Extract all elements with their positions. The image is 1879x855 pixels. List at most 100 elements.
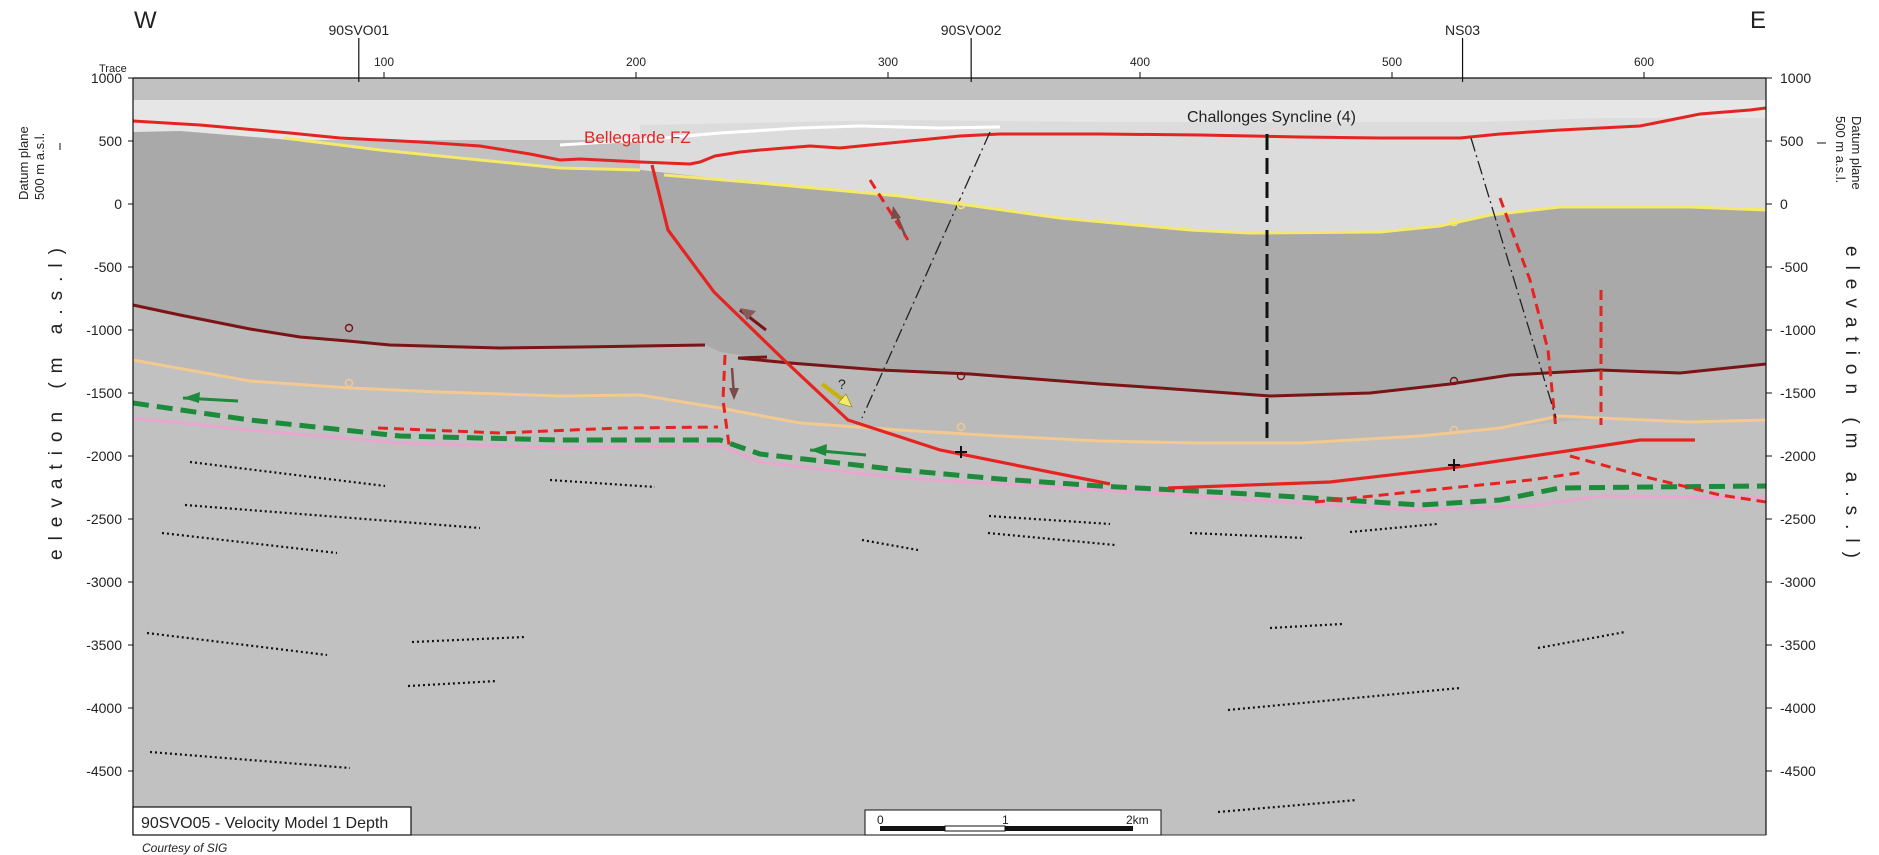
bellegarde-fault xyxy=(650,164,1111,486)
reflector-line xyxy=(149,750,351,770)
horizon-green xyxy=(132,400,1767,508)
arrow-icon xyxy=(729,388,739,400)
detachment-fault xyxy=(1167,438,1695,490)
marker-circle xyxy=(956,422,966,432)
reflector-line xyxy=(1227,686,1461,712)
depth-tick-label-right: 0 xyxy=(1780,196,1788,212)
scale-bar-segment xyxy=(944,825,1006,832)
arrow-icon xyxy=(810,444,827,456)
question-mark: ? xyxy=(838,376,846,392)
east-label: E xyxy=(1750,7,1766,34)
marker-circle xyxy=(956,200,966,210)
depth-tick-label-right: 500 xyxy=(1780,133,1804,149)
reflector-line xyxy=(1269,622,1343,630)
depth-tick-label-left: 1000 xyxy=(91,70,122,86)
trace-tick-label: 600 xyxy=(1634,55,1654,69)
trace-tick-label: 400 xyxy=(1130,55,1150,69)
depth-tick-label-left: 500 xyxy=(99,133,123,149)
datum-text-line2: 500 m a.s.l. xyxy=(32,133,47,200)
marker-circle xyxy=(1449,217,1459,227)
depth-tick-label-left: -3500 xyxy=(86,637,122,653)
left-axis-title: elevation (m a.s.l) xyxy=(46,239,67,560)
reflector-line xyxy=(987,531,1116,547)
well-trajectory-ns03 xyxy=(1470,137,1557,419)
fault-dashed xyxy=(1314,470,1586,504)
trace-axis-label: Trace xyxy=(99,63,127,75)
fault-dashed xyxy=(1498,197,1558,431)
trace-tick-label: 500 xyxy=(1382,55,1402,69)
reflector-line xyxy=(146,631,328,657)
plus-marker xyxy=(955,446,967,458)
depth-tick-label-left: -2000 xyxy=(86,448,122,464)
marker-circle xyxy=(1449,425,1459,435)
well-ticks: 90SVO01 90SVO02 NS03 xyxy=(328,22,1480,82)
horizon-darkred xyxy=(132,303,706,350)
depth-tick-label-right: -2500 xyxy=(1780,511,1816,527)
horizon-pink xyxy=(132,416,1767,512)
depth-tick-label-left: -4000 xyxy=(86,700,122,716)
horizon-darkred-segment xyxy=(737,355,768,360)
well-markers xyxy=(344,200,1459,435)
datum-label-right: Datum plane 500 m a.s.l. xyxy=(1833,116,1864,190)
scale-bar-segment xyxy=(1005,826,1133,831)
dark-layer xyxy=(133,131,1766,396)
trace-tick-label: 200 xyxy=(626,55,646,69)
depth-tick-label-left: -4500 xyxy=(86,763,122,779)
arrow-icon xyxy=(740,308,756,320)
faults xyxy=(132,106,1767,504)
movement-arrows xyxy=(182,206,907,457)
credit-text: Courtesy of SIG xyxy=(142,841,227,855)
light-layer xyxy=(640,118,1766,233)
reflectors xyxy=(146,460,1626,814)
marker-circle xyxy=(956,371,966,381)
fault-dashed xyxy=(868,179,910,241)
model-title: 90SVO05 - Velocity Model 1 Depth xyxy=(141,815,388,832)
depth-tick-label-right: -4500 xyxy=(1780,763,1816,779)
depth-tick-label-right: -3500 xyxy=(1780,637,1816,653)
arrow-icon xyxy=(837,393,853,408)
datum-label-left: Datum plane 500 m a.s.l. xyxy=(16,126,47,200)
fault-zone-label: Bellegarde FZ xyxy=(584,128,691,147)
depth-tick-label-left: -1000 xyxy=(86,322,122,338)
scale-label-2: 2km xyxy=(1126,813,1149,827)
depth-tick-label-right: -3000 xyxy=(1780,574,1816,590)
marker-circle xyxy=(344,323,354,333)
well-name-label: NS03 xyxy=(1445,22,1480,38)
reflector-line xyxy=(411,635,526,644)
marker-circle xyxy=(1449,376,1459,386)
fault-dashed xyxy=(1569,454,1767,504)
west-label: W xyxy=(134,7,157,34)
arrow-icon xyxy=(891,206,901,219)
well-name-label: 90SVO02 xyxy=(941,22,1002,38)
horizon-tan xyxy=(132,358,1767,445)
reflector-line xyxy=(988,514,1111,526)
depth-tick-label-right: 1000 xyxy=(1780,70,1811,86)
horizon-yellow xyxy=(283,136,641,172)
scale-bar-segment xyxy=(880,826,945,831)
well-name-label: 90SVO01 xyxy=(328,22,389,38)
reflector-line xyxy=(1217,798,1358,814)
horizons xyxy=(132,136,1767,512)
depth-tick-label-right: -1500 xyxy=(1780,385,1816,401)
marker-circle xyxy=(344,378,354,388)
depth-axis-ticks: 1000 1000 500 500 0 0 -500 -500 -1000 -1000 -1500 -… xyxy=(86,70,1816,779)
depth-tick-label-right: -500 xyxy=(1780,259,1808,275)
scale-bar: 0 1 2km xyxy=(864,809,1162,836)
geology-layers xyxy=(133,78,1766,835)
scale-bar-box xyxy=(864,809,1162,836)
well-trajectories xyxy=(861,131,1557,419)
plus-marker xyxy=(1448,459,1460,471)
depth-tick-label-left: -1500 xyxy=(86,385,122,401)
scale-label-1: 1 xyxy=(1002,813,1009,827)
reflector-line xyxy=(184,503,481,530)
depth-tick-label-left: -3000 xyxy=(86,574,122,590)
model-title-box xyxy=(132,806,412,836)
right-axis-title: elevation (m a.s.l) xyxy=(1841,246,1862,567)
depth-tick-label-left: 0 xyxy=(114,196,122,212)
datum-text-line2: 500 m a.s.l. xyxy=(1833,116,1848,183)
syncline-label: Challonges Syncline (4) xyxy=(1187,109,1356,126)
datum-text-line1: Datum plane xyxy=(1849,116,1864,190)
well-trajectory-90svo02 xyxy=(861,131,991,419)
reflector-line xyxy=(1189,531,1306,540)
